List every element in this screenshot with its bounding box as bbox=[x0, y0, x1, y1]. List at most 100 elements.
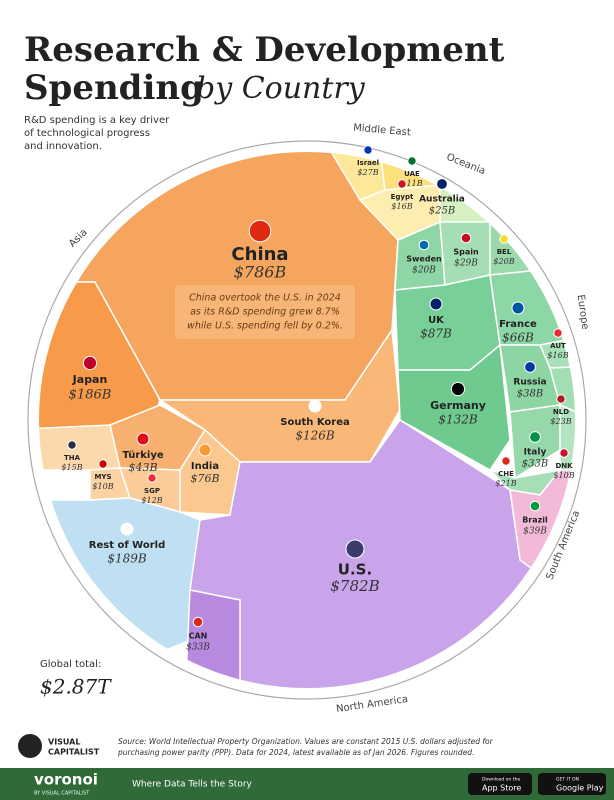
subtitle: of technological progress bbox=[24, 128, 150, 139]
flag bbox=[120, 522, 134, 536]
cell-value: $21B bbox=[495, 479, 516, 488]
brand: voronoi bbox=[34, 771, 98, 789]
source: Source: World Intellectual Property Orga… bbox=[118, 737, 494, 746]
region-label: Middle East bbox=[353, 123, 412, 139]
app-store-button[interactable] bbox=[468, 773, 532, 795]
cell-value: $11B bbox=[401, 179, 422, 188]
flag bbox=[198, 443, 212, 457]
cell-value: $189B bbox=[107, 552, 147, 566]
flag bbox=[82, 355, 98, 371]
app-small: Download on the bbox=[482, 777, 520, 783]
cell-name: South Korea bbox=[280, 417, 349, 428]
flag bbox=[345, 539, 365, 559]
cell-name: DNK bbox=[555, 462, 573, 470]
cell-value: $25B bbox=[429, 206, 455, 217]
cell-name: Egypt bbox=[391, 193, 414, 201]
cell-value: $186B bbox=[69, 388, 112, 403]
region-label: Oceania bbox=[445, 152, 487, 178]
cell-value: $87B bbox=[420, 327, 452, 341]
google-label: Google Play bbox=[556, 784, 604, 793]
annotation-box bbox=[175, 285, 355, 339]
cell-name: Sweden bbox=[406, 255, 442, 264]
cell-name: AUT bbox=[550, 342, 566, 350]
cell-name: India bbox=[191, 461, 219, 472]
cell-name: China bbox=[231, 244, 288, 265]
flag bbox=[407, 156, 417, 166]
cell-value: $39B bbox=[523, 527, 547, 537]
flag bbox=[553, 328, 563, 338]
brand-sub: BY VISUAL CAPITALIST bbox=[34, 791, 90, 797]
cell-name: Germany bbox=[430, 399, 486, 412]
source: purchasing power parity (PPP). Data for … bbox=[117, 748, 474, 757]
flag bbox=[418, 239, 430, 251]
flag bbox=[460, 232, 472, 244]
flag bbox=[67, 440, 77, 450]
flag bbox=[136, 432, 150, 446]
total-label: Global total: bbox=[40, 659, 101, 670]
google-play-button[interactable] bbox=[538, 773, 606, 795]
cell-shape bbox=[549, 364, 575, 432]
cell-name: U.S. bbox=[338, 561, 372, 579]
cell-name: NLD bbox=[553, 408, 569, 416]
cell-value: $132B bbox=[438, 413, 478, 427]
cell-value: $10B bbox=[92, 482, 113, 491]
cell-name: UAE bbox=[404, 170, 420, 178]
app-label: App Store bbox=[482, 784, 521, 793]
cell-value: $27B bbox=[357, 168, 378, 177]
annotation: while U.S. spending fell by 0.2%. bbox=[187, 321, 343, 332]
cell-name: BEL bbox=[497, 248, 512, 256]
flag bbox=[499, 234, 509, 244]
outer-ring bbox=[27, 140, 587, 700]
cell-value: $66B bbox=[502, 331, 534, 345]
flag bbox=[556, 394, 566, 404]
cell-value: $23B bbox=[550, 417, 571, 426]
flag bbox=[450, 381, 466, 397]
subtitle: and innovation. bbox=[24, 141, 102, 152]
flag bbox=[501, 456, 511, 466]
cell-name: Spain bbox=[453, 248, 479, 257]
cell-value: $29B bbox=[454, 259, 478, 269]
cell-value: $782B bbox=[330, 577, 379, 595]
logo-text: VISUAL bbox=[48, 738, 80, 747]
cell-name: CAN bbox=[189, 632, 208, 641]
flag bbox=[524, 361, 536, 373]
flag bbox=[248, 219, 272, 243]
cell-value: $12B bbox=[141, 496, 162, 505]
region-label: Asia bbox=[67, 227, 90, 250]
cell-name: Japan bbox=[72, 373, 108, 386]
flag bbox=[147, 473, 157, 483]
cell-name: France bbox=[499, 319, 537, 330]
cell-name: THA bbox=[64, 454, 81, 462]
title-italic: by Country bbox=[196, 71, 366, 106]
cell-name: CHE bbox=[498, 470, 514, 478]
flag bbox=[429, 297, 443, 311]
cell-name: Israel bbox=[357, 159, 379, 167]
flag bbox=[511, 301, 525, 315]
cell-name: MYS bbox=[94, 473, 111, 481]
cell-shape bbox=[394, 274, 501, 371]
cell-shape bbox=[397, 343, 511, 471]
cell-value: $20B bbox=[412, 266, 436, 276]
flag bbox=[529, 431, 541, 443]
logo-text: CAPITALIST bbox=[48, 748, 100, 757]
cell-name: Brazil bbox=[522, 516, 548, 525]
flag bbox=[436, 178, 448, 190]
flag bbox=[559, 448, 569, 458]
cell-name: SGP bbox=[144, 487, 160, 495]
flag bbox=[363, 145, 373, 155]
logo-icon bbox=[18, 734, 42, 758]
cell-value: $16B bbox=[547, 351, 568, 360]
subtitle: R&D spending is a key driver bbox=[24, 115, 170, 126]
title: Spending bbox=[24, 68, 204, 108]
flag bbox=[397, 179, 407, 189]
cell-value: $786B bbox=[234, 263, 287, 282]
cell-value: $16B bbox=[391, 202, 412, 211]
cell-shape bbox=[559, 403, 575, 486]
cell-name: Russia bbox=[513, 378, 546, 388]
tagline: Where Data Tells the Story bbox=[132, 780, 253, 790]
flag bbox=[192, 616, 204, 628]
flag bbox=[308, 399, 322, 413]
cell-name: Türkiye bbox=[122, 450, 164, 461]
cell-value: $43B bbox=[128, 461, 157, 474]
